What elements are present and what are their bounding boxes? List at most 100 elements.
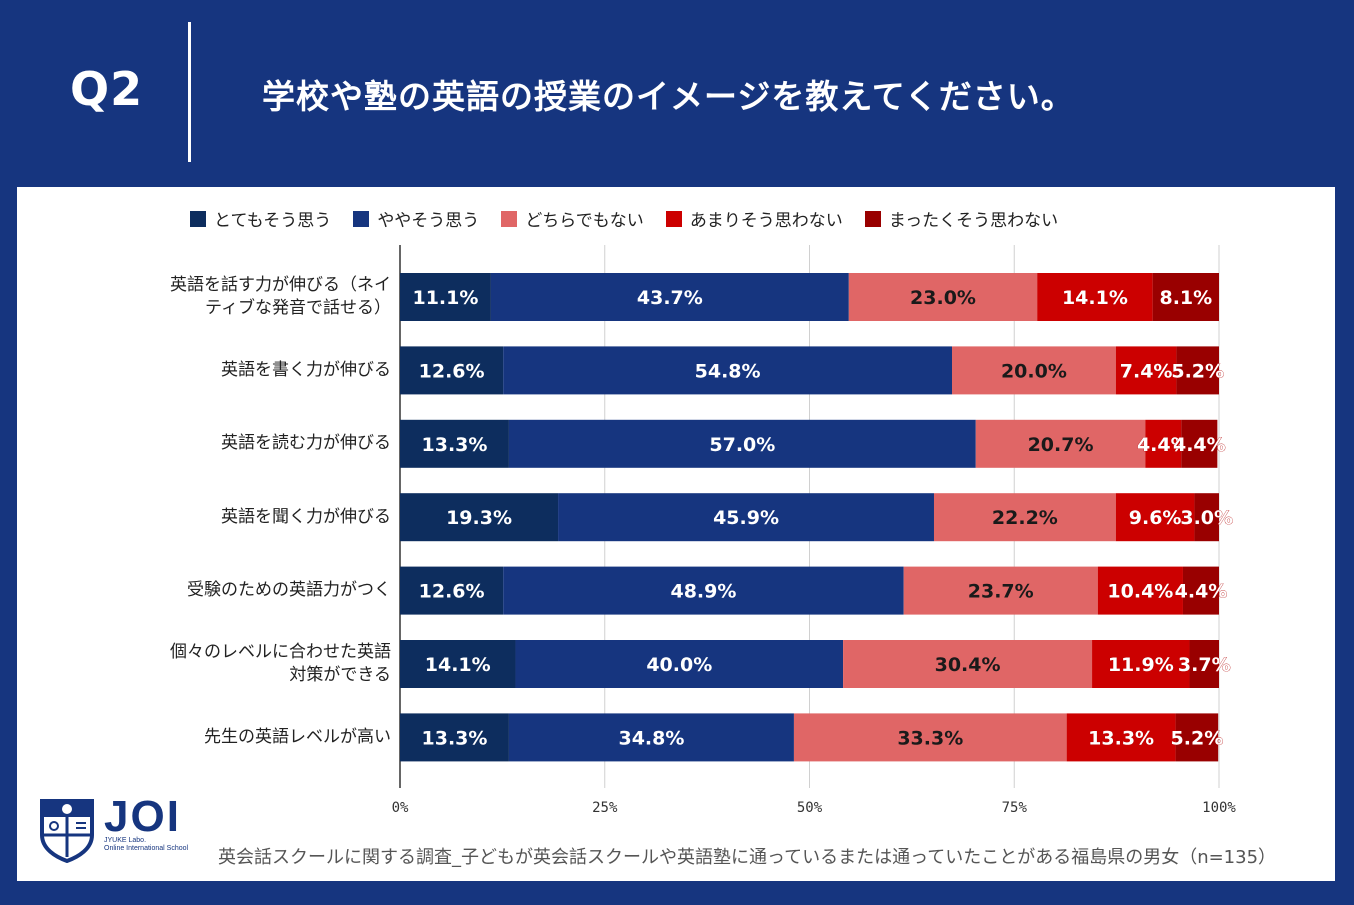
bar-segment	[843, 640, 1093, 688]
bar-segment	[490, 273, 849, 321]
bar-segment	[1037, 273, 1153, 321]
bar-segment	[975, 419, 1146, 468]
survey-note: 英会話スクールに関する調査_子どもが英会話スクールや英語塾に通っているまたは通っ…	[218, 847, 1277, 868]
legend-label: とてもそう思う	[214, 211, 332, 231]
bar-segment	[1181, 419, 1218, 468]
data-label: 45.9%	[713, 507, 779, 529]
bar-segment	[503, 566, 904, 615]
x-tick-label: 100%	[1202, 800, 1236, 816]
data-label: 7.4%	[1120, 360, 1173, 382]
data-label: 3.0%	[1180, 507, 1233, 529]
legend-item: どちらでもない	[501, 206, 644, 231]
legend-item: あまりそう思わない	[665, 206, 843, 231]
logo-subtitle-2: Online International School	[104, 845, 189, 852]
bar-segment	[1175, 713, 1219, 762]
category-label: 英語を読む力が伸びる	[221, 432, 391, 455]
data-label: 4.4%	[1175, 581, 1228, 603]
data-label: 14.1%	[1062, 287, 1128, 309]
legend-swatch	[353, 210, 370, 227]
bar-segment	[952, 346, 1116, 395]
shield-icon	[40, 799, 94, 863]
data-label: 22.2%	[992, 507, 1058, 529]
bar-segment	[1176, 346, 1219, 395]
bar-segment	[1097, 566, 1183, 615]
data-label: 13.3%	[422, 434, 488, 456]
data-label: 11.9%	[1108, 654, 1174, 676]
data-label: 40.0%	[646, 654, 712, 676]
joi-logo: JOI JYUKE Labo. Online International Sch…	[38, 795, 189, 863]
legend-swatch	[501, 210, 518, 227]
bar-segment	[508, 713, 794, 762]
data-label: 4.4%	[1137, 434, 1190, 456]
category-label: 受験のための英語力がつく	[187, 579, 391, 602]
data-label: 20.7%	[1028, 434, 1094, 456]
data-label: 9.6%	[1129, 507, 1182, 529]
x-tick-label: 50%	[797, 800, 823, 816]
bar-segment	[848, 273, 1038, 321]
bar-segment	[558, 493, 934, 542]
category-label: 英語を書く力が伸びる	[221, 359, 391, 382]
bar-segment	[933, 493, 1116, 542]
data-label: 23.7%	[968, 581, 1034, 603]
bar-segment	[1189, 640, 1219, 688]
bar-segment	[903, 566, 1098, 615]
category-label-line: ティブな発音で話せる）	[205, 298, 391, 318]
data-label: 13.3%	[1088, 727, 1154, 749]
header-divider	[188, 22, 191, 162]
bar-segment	[1066, 713, 1176, 762]
legend-item: とてもそう思う	[190, 206, 331, 231]
category-label-line: 英語を話す力が伸びる（ネイ	[170, 275, 391, 295]
category-label-line: 英語を書く力が伸びる	[221, 359, 391, 380]
bar-segment	[508, 419, 976, 468]
data-label: 5.2%	[1171, 727, 1224, 749]
chart-legend: とてもそう思う ややそう思う どちらでもない あまりそう思わない まったくそう思…	[190, 206, 1058, 231]
data-label: 4.4%	[1173, 434, 1226, 456]
data-label: 30.4%	[935, 654, 1001, 676]
bar-segment	[1145, 419, 1182, 468]
category-label-line: 先生の英語レベルが高い	[204, 726, 391, 747]
legend-item: まったくそう思わない	[864, 206, 1059, 231]
data-label: 5.2%	[1171, 360, 1224, 382]
category-label-line: 個々のレベルに合わせた英語	[170, 642, 391, 662]
bar-segment	[400, 346, 504, 395]
category-label-line: 英語を聞く力が伸びる	[221, 506, 391, 527]
bar-segment	[503, 346, 953, 395]
legend-item: ややそう思う	[353, 206, 479, 231]
data-label: 33.3%	[897, 727, 963, 749]
bar-segment	[1115, 346, 1177, 395]
bar-segment	[1092, 640, 1190, 688]
data-label: 19.3%	[446, 507, 512, 529]
legend-label: まったくそう思わない	[888, 211, 1059, 231]
category-label: 先生の英語レベルが高い	[204, 726, 391, 749]
category-label: 英語を話す力が伸びる（ネイティブな発音で話せる）	[170, 274, 391, 320]
bar-segment	[400, 713, 509, 762]
data-label: 12.6%	[419, 581, 485, 603]
data-label: 54.8%	[695, 360, 761, 382]
data-label: 14.1%	[425, 654, 491, 676]
legend-label: ややそう思う	[377, 211, 480, 231]
data-label: 43.7%	[637, 287, 703, 309]
data-label: 10.4%	[1107, 581, 1173, 603]
data-label: 11.1%	[412, 287, 478, 309]
data-label: 34.8%	[618, 727, 684, 749]
bar-segment	[1115, 493, 1195, 542]
category-label: 個々のレベルに合わせた英語 対策ができる	[170, 641, 391, 687]
data-label: 20.0%	[1001, 360, 1067, 382]
question-title: 学校や塾の英語の授業のイメージを教えてください。	[262, 77, 1075, 116]
x-tick-label: 75%	[1002, 800, 1028, 816]
x-tick-label: 0%	[392, 800, 409, 816]
legend-label: あまりそう思わない	[689, 211, 843, 231]
data-label: 57.0%	[709, 434, 775, 456]
bar-segment	[793, 713, 1067, 762]
bar-segment	[400, 419, 509, 468]
bar-segment	[1194, 493, 1219, 542]
bar-segment	[1152, 273, 1219, 321]
legend-swatch	[864, 210, 881, 227]
legend-label: どちらでもない	[525, 211, 644, 231]
bar-segment	[515, 640, 844, 688]
data-label: 48.9%	[670, 581, 736, 603]
data-label: 13.3%	[422, 727, 488, 749]
bar-segment	[400, 493, 559, 542]
x-tick-label: 25%	[592, 800, 618, 816]
